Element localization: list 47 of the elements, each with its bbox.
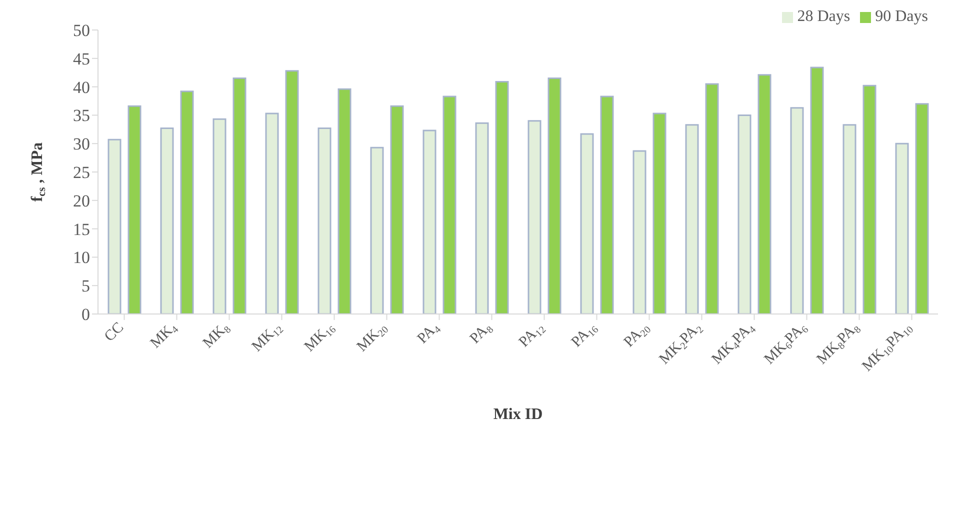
- bar: [548, 78, 562, 314]
- bar: [128, 105, 142, 314]
- legend-label: 28 Days: [797, 8, 850, 25]
- y-tick-label: 25: [73, 163, 90, 182]
- y-tick-label: 40: [73, 78, 90, 97]
- bar: [915, 103, 929, 314]
- bar: [475, 122, 489, 314]
- bar: [180, 90, 194, 314]
- bar: [810, 66, 824, 314]
- bar: [108, 138, 122, 314]
- bar: [895, 142, 909, 314]
- bar: [685, 124, 699, 314]
- bar: [265, 112, 279, 314]
- bar: [758, 74, 772, 314]
- bar: [632, 150, 646, 314]
- bar: [160, 128, 174, 314]
- bar: [390, 105, 404, 314]
- bar: [212, 118, 226, 314]
- bar: [705, 83, 719, 314]
- bar: [370, 146, 384, 314]
- y-tick-label: 20: [73, 191, 90, 210]
- bar: [528, 120, 542, 314]
- bar: [738, 114, 752, 314]
- bar: [232, 78, 246, 314]
- bar: [318, 128, 332, 314]
- bar: [790, 107, 804, 314]
- x-tick-label: CC: [102, 320, 128, 345]
- y-tick-label: 35: [73, 106, 90, 126]
- bar: [580, 133, 594, 314]
- legend-label: 90 Days: [875, 8, 928, 25]
- bar: [600, 96, 614, 314]
- y-tick-label: 5: [82, 276, 90, 296]
- y-tick-label: 50: [73, 21, 90, 40]
- bar: [285, 70, 299, 314]
- bar: [652, 112, 666, 314]
- y-tick-label: 15: [73, 220, 90, 239]
- bar: [442, 96, 456, 314]
- y-tick-label: 0: [82, 305, 90, 324]
- y-tick-label: 45: [73, 49, 90, 68]
- bar: [422, 130, 436, 314]
- bar: [495, 80, 509, 314]
- bar: [338, 88, 352, 314]
- x-axis-title: Mix ID: [493, 406, 543, 423]
- bar: [862, 84, 876, 314]
- bar: [842, 124, 856, 314]
- y-tick-label: 10: [73, 248, 90, 268]
- y-tick-label: 30: [73, 134, 90, 154]
